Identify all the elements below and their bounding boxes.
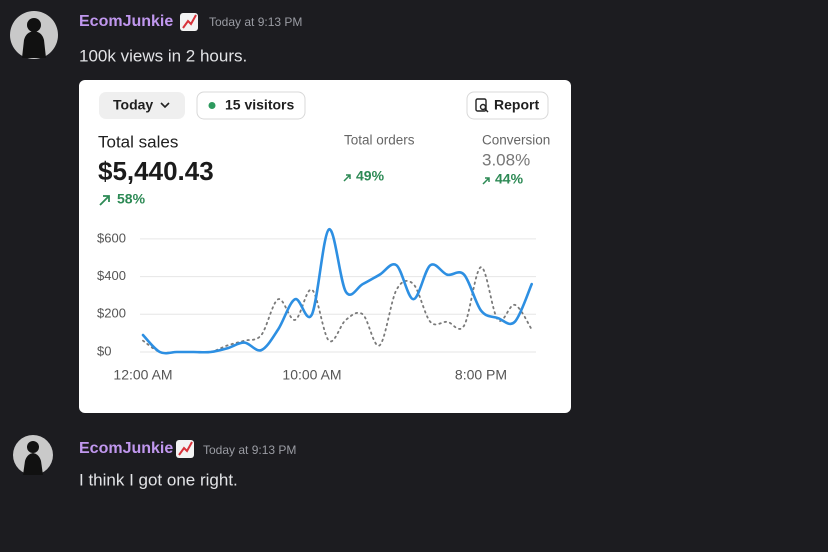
- up-arrow: [343, 174, 351, 182]
- y-tick-label: $400: [97, 268, 126, 283]
- metric-change: 58%: [117, 191, 146, 207]
- up-arrow: [482, 177, 490, 185]
- y-tick-label: $600: [97, 230, 126, 245]
- visitors-label: 15 visitors: [225, 97, 294, 113]
- series-line: [142, 266, 533, 354]
- message-text: I think I got one right.: [79, 470, 238, 489]
- metric-label: Total orders: [344, 133, 415, 148]
- metric-clip: Conversion 3.08% 44%: [482, 133, 550, 187]
- series-line: [141, 228, 533, 355]
- emoji: [176, 440, 194, 458]
- up-arrow: [99, 195, 110, 206]
- chart: $0 $200 $400 $600 12:00 AM 10:00 AM 8:00 PM: [97, 228, 536, 383]
- x-tick-label: 12:00 AM: [113, 367, 172, 383]
- report-button[interactable]: [466, 91, 549, 120]
- message-text: 100k views in 2 hours.: [79, 46, 247, 65]
- y-tick-label: $200: [97, 306, 126, 321]
- metric-label: Total sales: [98, 132, 178, 151]
- date-label: Today: [113, 97, 153, 113]
- timestamp: Today at 9:13 PM: [203, 443, 296, 457]
- report-icon: [475, 98, 489, 113]
- metric-change: 44%: [495, 171, 524, 187]
- chevron: [160, 102, 170, 109]
- visitors-pill[interactable]: [196, 91, 306, 120]
- avatar[interactable]: [10, 11, 58, 59]
- metric-value: 3.08%: [482, 150, 530, 169]
- live-dot: [208, 102, 216, 109]
- metric-change: 49%: [356, 168, 385, 184]
- author[interactable]: EcomJunkie: [79, 440, 173, 457]
- metric-label: Conversion: [482, 133, 550, 148]
- date-button[interactable]: [99, 92, 185, 119]
- x-tick-label: 10:00 AM: [282, 367, 341, 383]
- report-label: Report: [494, 97, 539, 113]
- emoji: [180, 13, 198, 31]
- x-tick-label: 8:00 PM: [455, 367, 507, 383]
- author[interactable]: EcomJunkie: [79, 13, 173, 30]
- metric-value: $5,440.43: [98, 156, 214, 186]
- timestamp: Today at 9:13 PM: [209, 15, 302, 29]
- avatar[interactable]: [13, 435, 53, 475]
- y-tick-label: $0: [97, 343, 111, 358]
